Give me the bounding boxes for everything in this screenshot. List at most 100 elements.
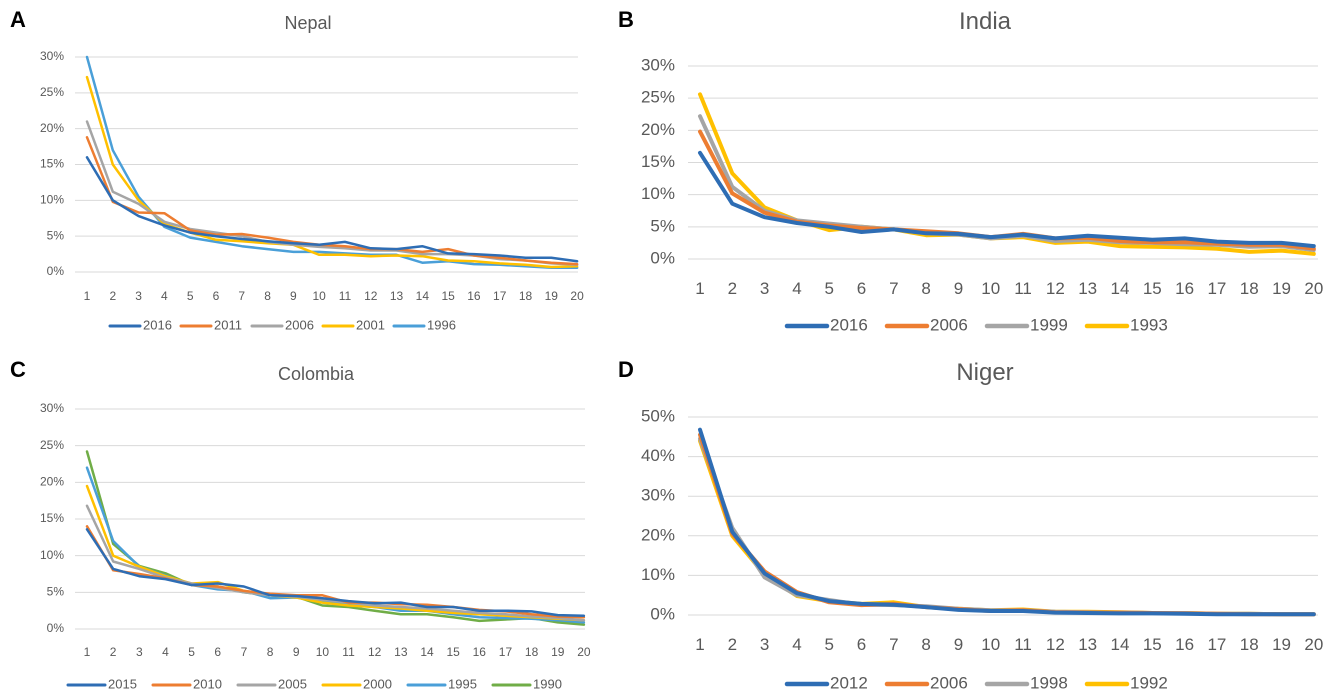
legend-label: 2016 <box>830 315 868 334</box>
y-tick-label: 15% <box>40 511 64 525</box>
series-line-1999 <box>698 114 1316 252</box>
x-tick-label: 3 <box>135 289 142 303</box>
x-tick-label: 15 <box>1143 635 1162 654</box>
x-tick-label: 18 <box>1240 635 1259 654</box>
y-tick-label: 30% <box>40 401 64 415</box>
y-tick-label: 20% <box>641 120 675 139</box>
x-tick-label: 10 <box>981 279 1000 298</box>
legend-label: 1993 <box>1130 315 1168 334</box>
x-tick-label: 8 <box>267 645 274 659</box>
x-tick-label: 1 <box>695 279 704 298</box>
x-tick-label: 18 <box>525 645 539 659</box>
x-tick-label: 13 <box>394 645 408 659</box>
x-tick-label: 13 <box>390 289 404 303</box>
x-tick-label: 1 <box>84 289 91 303</box>
y-tick-label: 50% <box>641 406 675 425</box>
y-tick-label: 10% <box>641 184 675 203</box>
x-tick-label: 11 <box>1014 279 1032 298</box>
x-tick-label: 14 <box>420 645 434 659</box>
x-tick-label: 17 <box>1207 279 1226 298</box>
y-tick-label: 0% <box>47 264 65 278</box>
series-line-1990 <box>85 450 586 626</box>
x-tick-label: 16 <box>1175 635 1194 654</box>
x-tick-label: 20 <box>570 289 584 303</box>
x-tick-label: 15 <box>441 289 455 303</box>
x-tick-label: 3 <box>136 645 143 659</box>
x-tick-label: 8 <box>264 289 271 303</box>
x-tick-label: 8 <box>921 635 930 654</box>
panel-letter: D <box>618 357 634 382</box>
x-tick-label: 7 <box>889 635 898 654</box>
y-tick-label: 5% <box>650 216 675 235</box>
y-tick-label: 20% <box>641 525 675 544</box>
x-tick-label: 14 <box>1111 635 1130 654</box>
x-tick-label: 19 <box>545 289 559 303</box>
x-tick-label: 1 <box>84 645 91 659</box>
legend-label: 2015 <box>108 676 137 691</box>
legend-label: 2012 <box>830 673 868 692</box>
x-tick-label: 4 <box>161 289 168 303</box>
x-tick-label: 4 <box>162 645 169 659</box>
x-tick-label: 12 <box>368 645 382 659</box>
y-tick-label: 10% <box>40 548 64 562</box>
y-tick-label: 30% <box>40 49 64 63</box>
x-tick-label: 17 <box>1207 635 1226 654</box>
x-tick-label: 12 <box>1046 635 1065 654</box>
x-tick-label: 10 <box>981 635 1000 654</box>
series-line-1996 <box>85 55 579 269</box>
x-tick-label: 19 <box>1272 279 1291 298</box>
x-tick-label: 9 <box>290 289 297 303</box>
x-tick-label: 4 <box>792 279 801 298</box>
x-tick-label: 1 <box>695 635 704 654</box>
legend-label: 2010 <box>193 676 222 691</box>
chart-title: Nepal <box>284 13 331 33</box>
legend-label: 2016 <box>143 317 172 332</box>
x-tick-label: 17 <box>499 645 513 659</box>
x-tick-label: 6 <box>213 289 220 303</box>
x-tick-label: 2 <box>110 645 117 659</box>
y-tick-label: 25% <box>40 85 64 99</box>
x-tick-label: 16 <box>1175 279 1194 298</box>
x-tick-label: 5 <box>824 279 833 298</box>
y-tick-label: 10% <box>40 193 64 207</box>
y-tick-label: 30% <box>641 55 675 74</box>
x-tick-label: 3 <box>760 635 769 654</box>
series-line-2015 <box>85 528 586 618</box>
legend-label: 1999 <box>1030 315 1068 334</box>
x-tick-label: 6 <box>214 645 221 659</box>
x-tick-label: 19 <box>1272 635 1291 654</box>
series-line-2006 <box>698 432 1316 617</box>
y-tick-label: 5% <box>47 228 65 242</box>
y-tick-label: 15% <box>40 157 64 171</box>
x-tick-label: 18 <box>519 289 533 303</box>
chart-title: Colombia <box>278 364 355 384</box>
x-tick-label: 6 <box>857 279 866 298</box>
legend-label: 2000 <box>363 676 392 691</box>
x-tick-label: 11 <box>342 645 355 659</box>
y-tick-label: 0% <box>47 621 65 635</box>
x-tick-label: 2 <box>728 279 737 298</box>
x-tick-label: 10 <box>316 645 330 659</box>
x-tick-label: 16 <box>467 289 481 303</box>
x-tick-label: 5 <box>188 645 195 659</box>
legend-label: 1998 <box>1030 673 1068 692</box>
y-tick-label: 40% <box>641 446 675 465</box>
x-tick-label: 7 <box>241 645 248 659</box>
x-tick-label: 18 <box>1240 279 1259 298</box>
x-tick-label: 8 <box>921 279 930 298</box>
x-tick-label: 9 <box>293 645 300 659</box>
y-tick-label: 25% <box>641 88 675 107</box>
x-tick-label: 10 <box>312 289 326 303</box>
y-tick-label: 0% <box>650 604 675 623</box>
x-tick-label: 9 <box>954 635 963 654</box>
series-line-1993 <box>698 92 1316 256</box>
y-tick-label: 10% <box>641 565 675 584</box>
series-line-2006 <box>698 129 1316 251</box>
x-tick-label: 17 <box>493 289 507 303</box>
legend-label: 2011 <box>214 317 242 332</box>
